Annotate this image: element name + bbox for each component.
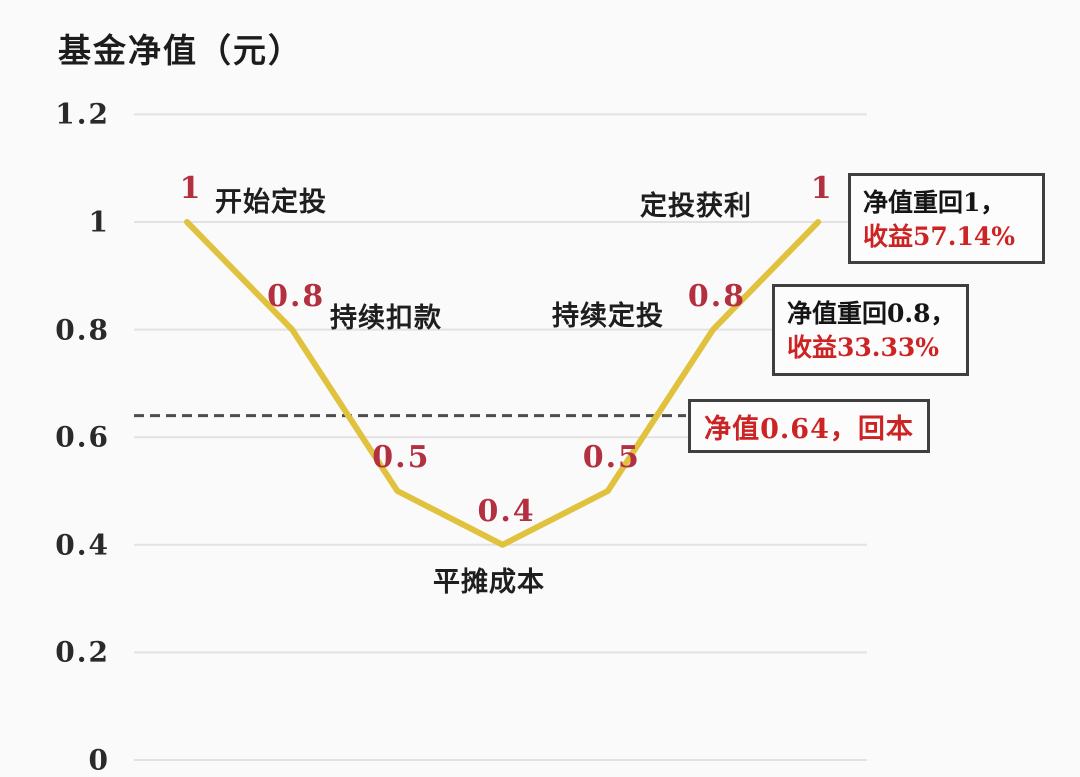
y-tick-0.8: 0.8 [55,313,110,347]
y-tick-0: 0 [88,743,110,777]
annotation-keep-deducting: 持续扣款 [330,303,442,334]
nav-smile-curve [184,219,822,548]
y-tick-1.2: 1.2 [55,97,110,131]
point-label-4: 0.5 [582,440,641,475]
point-label-3: 0.4 [477,493,536,529]
point-label-5: 0.8 [687,278,747,314]
callout-return-to-0-8: 净值重回0.8， 收益33.33% [772,284,969,376]
callout-return-to-1-gain: 收益57.14% [863,221,1016,251]
callout-return-to-1-text: 净值重回1， [863,187,1006,217]
point-label-6: 1 [810,171,834,206]
point-label-1: 0.8 [267,278,326,314]
point-label-0: 1 [179,171,203,206]
annotation-start-invest: 开始定投 [215,187,327,218]
callout-return-to-1: 净值重回1， 收益57.14% [848,173,1045,264]
y-tick-1: 1 [88,205,110,239]
chart-title: 基金净值（元） [58,31,303,70]
point-label-2: 0.5 [372,440,431,475]
callout-breakeven: 净值0.64，回本 [688,399,930,453]
y-tick-0.4: 0.4 [55,528,110,562]
annotation-average-cost: 平摊成本 [433,567,545,598]
callout-return-to-0-8-text: 净值重回0.8， [787,299,956,329]
y-tick-0.6: 0.6 [55,420,110,454]
annotation-invest-profit: 定投获利 [640,191,752,222]
callout-return-to-0-8-gain: 收益33.33% [787,333,940,362]
annotation-keep-investing: 持续定投 [552,301,664,332]
y-tick-0.2: 0.2 [55,635,110,669]
